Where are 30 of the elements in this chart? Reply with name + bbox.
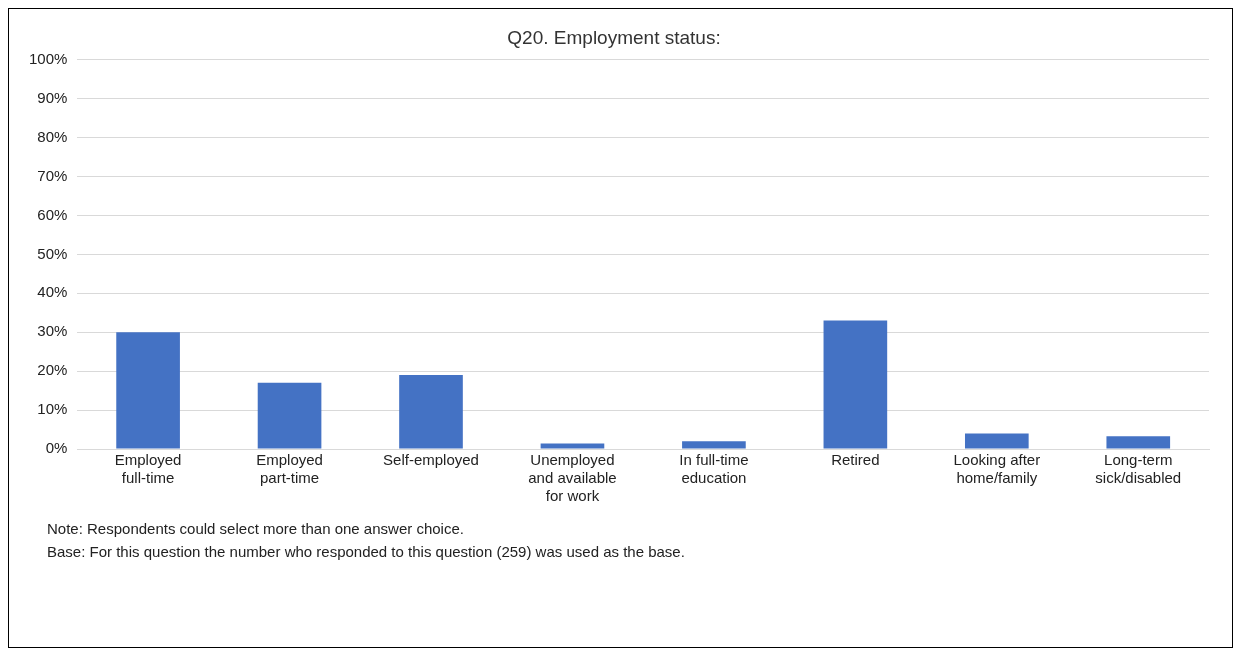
bar <box>1106 436 1171 449</box>
y-tick-label: 70% <box>37 166 68 184</box>
bar <box>257 382 322 449</box>
text: Base: For this question the number who responded to this question (259) was used as the base. <box>47 542 686 562</box>
x-tick-label: Self-employed <box>383 451 479 469</box>
bar <box>116 332 180 449</box>
y-tick-label: 60% <box>37 205 68 223</box>
y-tick-label: 20% <box>37 361 68 379</box>
y-tick-label: 80% <box>37 127 68 145</box>
y-tick-label: 90% <box>37 88 68 106</box>
x-tick-label: In full-time education <box>679 451 749 487</box>
x-tick-label: Looking after home/family <box>953 451 1041 487</box>
x-tick-label: Unemployed and available for work <box>528 451 617 505</box>
y-tick-label: 40% <box>37 283 68 301</box>
y-tick-label: 10% <box>37 400 68 418</box>
y-tick-label: 50% <box>37 244 68 262</box>
y-tick-label: 100% <box>28 49 68 67</box>
chart-title: Q20. Employment status: <box>507 26 721 48</box>
y-tick-label: 30% <box>37 322 68 340</box>
bar <box>399 375 463 449</box>
text: Note: Respondents could select more than one answer choice. <box>47 519 465 539</box>
bar <box>540 443 605 449</box>
x-tick-label: Retired <box>831 451 880 469</box>
y-tick-label: 0% <box>45 439 68 457</box>
x-tick-label: Employed full-time <box>114 451 182 487</box>
bar <box>682 441 746 449</box>
x-tick-label: Long-term sick/disabled <box>1095 451 1182 487</box>
bar <box>823 320 888 449</box>
x-tick-label: Employed part-time <box>256 451 323 487</box>
bar <box>964 433 1029 449</box>
